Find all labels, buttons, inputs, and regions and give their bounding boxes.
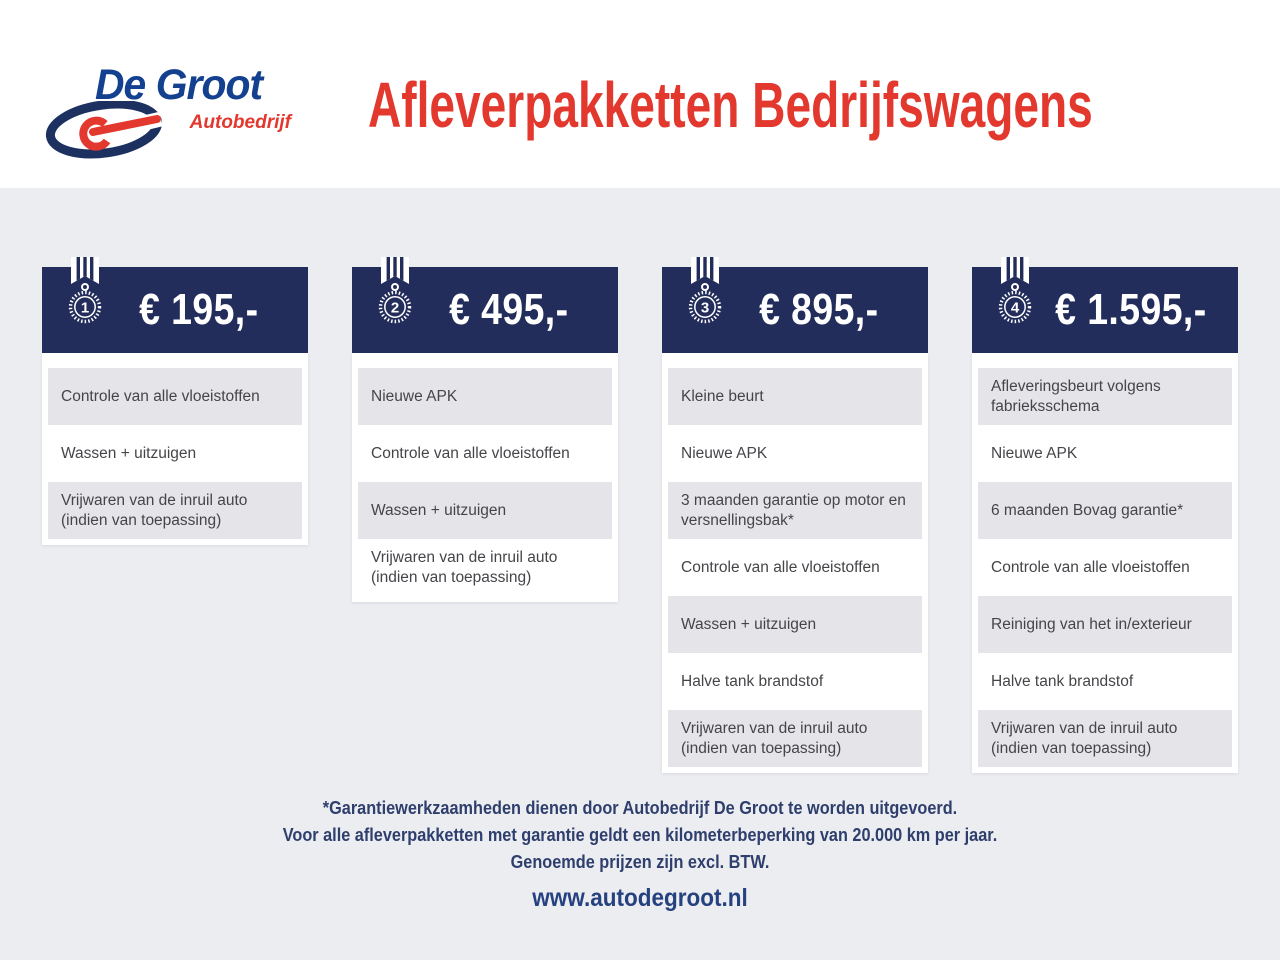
package-item: Afleveringsbeurt volgens fabrieksschema xyxy=(978,368,1232,425)
medal-3-icon: 3 xyxy=(688,257,722,324)
package-item: Halve tank brandstof xyxy=(668,653,922,710)
package-header: 1 € 195,- xyxy=(42,257,308,353)
package-item: Controle van alle vloeistoffen xyxy=(48,368,302,425)
package-item: Wassen + uitzuigen xyxy=(48,425,302,482)
package-item: Vrijwaren van de inruil auto (indien van… xyxy=(48,482,302,539)
package-header: 4 € 1.595,- xyxy=(972,257,1238,353)
footnote-line: *Garantiewerkzaamheden dienen door Autob… xyxy=(322,797,958,818)
package-header: 2 € 495,- xyxy=(352,257,618,353)
package-price: € 895,- xyxy=(759,285,879,334)
package-card-3: 3 € 895,- Kleine beurt Nieuwe APK 3 maande… xyxy=(662,257,928,773)
website-url: www.autodegroot.nl xyxy=(532,884,748,912)
medal-4-icon: 4 xyxy=(998,257,1032,324)
package-item: Kleine beurt xyxy=(668,368,922,425)
package-item: Vrijwaren van de inruil auto (indien van… xyxy=(668,710,922,767)
package-item: Controle van alle vloeistoffen xyxy=(978,539,1232,596)
svg-text:1: 1 xyxy=(81,300,89,317)
package-item: Wassen + uitzuigen xyxy=(358,482,612,539)
package-item: Nieuwe APK xyxy=(668,425,922,482)
package-header: 3 € 895,- xyxy=(662,257,928,353)
footnote-line: Genoemde prijzen zijn excl. BTW. xyxy=(510,851,770,872)
package-items: Controle van alle vloeistoffen Wassen + u… xyxy=(42,353,308,545)
package-items: Kleine beurt Nieuwe APK 3 maanden garantie… xyxy=(662,353,928,773)
svg-text:2: 2 xyxy=(391,300,399,317)
medal-2-icon: 2 xyxy=(378,257,412,324)
package-item: Nieuwe APK xyxy=(978,425,1232,482)
package-columns: 1 € 195,- Controle van alle vloeistoffen… xyxy=(42,257,1238,773)
company-logo: De Groot Autobedrijf xyxy=(45,55,293,163)
package-card-4: 4 € 1.595,- Afleveringsbeurt volgens fab… xyxy=(972,257,1238,773)
logo-subtitle: Autobedrijf xyxy=(189,112,291,133)
page-title: Afleverpakketten Bedrijfswagens xyxy=(368,69,1093,141)
medal-1-icon: 1 xyxy=(68,257,102,324)
package-item: Controle van alle vloeistoffen xyxy=(668,539,922,596)
package-item: Wassen + uitzuigen xyxy=(668,596,922,653)
package-price: € 195,- xyxy=(139,285,259,334)
package-item: 6 maanden Bovag garantie* xyxy=(978,482,1232,539)
package-price: € 495,- xyxy=(449,285,569,334)
package-item: Reiniging van het in/exterieur xyxy=(978,596,1232,653)
package-item: Controle van alle vloeistoffen xyxy=(358,425,612,482)
package-item: Vrijwaren van de inruil auto (indien van… xyxy=(978,710,1232,767)
top-band: De Groot Autobedrijf Afleverpakketten Be… xyxy=(0,0,1280,188)
logo-ellipse-swoosh-icon xyxy=(45,101,163,159)
logo-name: De Groot xyxy=(95,61,263,109)
package-item: Nieuwe APK xyxy=(358,368,612,425)
package-price: € 1.595,- xyxy=(1055,285,1207,334)
svg-text:4: 4 xyxy=(1011,300,1020,317)
package-item: 3 maanden garantie op motor en versnelli… xyxy=(668,482,922,539)
package-item: Halve tank brandstof xyxy=(978,653,1232,710)
footnotes: *Garantiewerkzaamheden dienen door Autob… xyxy=(0,794,1280,875)
svg-text:3: 3 xyxy=(701,300,709,317)
package-card-2: 2 € 495,- Nieuwe APK Controle van alle vl… xyxy=(352,257,618,602)
package-items: Afleveringsbeurt volgens fabrieksschema N… xyxy=(972,353,1238,773)
package-item: Vrijwaren van de inruil auto (indien van… xyxy=(358,539,612,596)
package-card-1: 1 € 195,- Controle van alle vloeistoffen… xyxy=(42,257,308,545)
footnote-line: Voor alle afleverpakketten met garantie … xyxy=(282,824,998,845)
package-items: Nieuwe APK Controle van alle vloeistoffen… xyxy=(352,353,618,602)
